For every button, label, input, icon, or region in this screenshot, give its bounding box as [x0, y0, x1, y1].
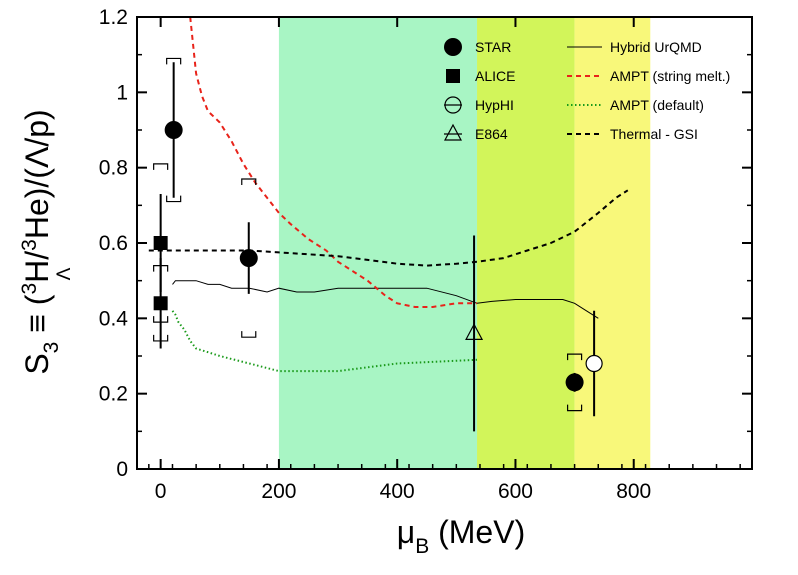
y-axis-title-lambda-sub: Λ — [54, 267, 75, 280]
point-e864-0 — [465, 235, 484, 432]
curve-ampt-default — [171, 310, 478, 373]
point-star-2 — [565, 353, 584, 412]
marker — [164, 121, 183, 139]
legend-label: ALICE — [475, 68, 515, 84]
sys-bracket-top — [166, 57, 182, 65]
marker — [153, 296, 168, 311]
marker — [239, 249, 258, 268]
y-axis-title-he-sup: 3 — [18, 239, 41, 251]
band-1 — [477, 17, 575, 469]
y-tick-label: 0.8 — [99, 157, 128, 180]
x-tick-label: 200 — [261, 480, 296, 503]
x-tick-label: 800 — [616, 480, 651, 503]
legend-item-alice: ALICE — [446, 68, 515, 84]
legend-item-ampt-string-melt: AMPT (string melt.) — [567, 68, 730, 84]
legend-item-hybrid-urqmd: Hybrid UrQMD — [567, 39, 702, 55]
y-axis-title-sup: 3 — [18, 283, 41, 295]
x-tick-label: 400 — [380, 480, 415, 503]
x-axis-title-sub: B — [415, 535, 429, 558]
y-tick-label: 0.4 — [99, 307, 129, 330]
legend-item-hyphi: HypHI — [444, 96, 514, 114]
band-0 — [278, 17, 478, 469]
legend: STAR ALICE HypHI E864 Hybrid UrQMD AMPT (stri… — [444, 38, 730, 142]
y-axis-title: S3 ≡ (3H/3He)/(Λ/p) Λ — [18, 109, 75, 374]
curve-hybrid-urqmd — [172, 280, 599, 319]
point-star-0 — [164, 57, 183, 203]
marker — [585, 354, 603, 373]
legend-item-ampt-default: AMPT (default) — [567, 97, 704, 113]
sys-bracket-bottom — [166, 195, 182, 203]
legend-label: AMPT (default) — [610, 97, 704, 113]
y-tick-label: 0 — [116, 458, 128, 481]
y-tick-label: 1 — [116, 81, 128, 104]
x-tick-label: 600 — [498, 480, 533, 503]
marker — [465, 323, 484, 340]
sys-bracket-top — [241, 178, 257, 185]
x-axis-title: μB (MeV) — [397, 514, 525, 558]
sys-bracket-bottom — [241, 331, 257, 338]
x-tick-label: 0 — [155, 480, 167, 503]
curve-ampt-string-melt — [189, 16, 477, 308]
legend-label: HypHI — [475, 97, 514, 113]
y-axis-title-prefix: S — [19, 353, 55, 374]
legend-marker — [444, 38, 462, 56]
curve-thermal-gsi — [148, 189, 629, 267]
legend-marker — [446, 69, 460, 83]
y-axis-title-eq: ≡ ( — [19, 294, 55, 341]
ticks-layer: 0 200 400 600 800 0 0.2 0.4 0.6 0.8 1 1.2 — [99, 6, 752, 503]
y-tick-label: 0.2 — [99, 383, 128, 406]
x-axis-title-main: μ — [397, 514, 415, 550]
legend-item-star: STAR — [444, 38, 511, 56]
legend-marker — [444, 123, 462, 141]
bands-layer — [278, 17, 651, 469]
legend-label: Hybrid UrQMD — [610, 39, 702, 55]
point-hyphi-0 — [585, 310, 603, 417]
point-alice-1 — [153, 258, 169, 349]
marker — [565, 373, 584, 392]
point-star-1 — [239, 178, 258, 338]
svg-text:S3 ≡ (3H/3He)/(Λ/p): S3 ≡ (3H/3He)/(Λ/p) — [18, 109, 63, 374]
x-axis-title-tail: (MeV) — [429, 514, 525, 550]
y-axis-title-h: H/ — [19, 251, 55, 283]
legend-label: STAR — [475, 39, 511, 55]
legend-label: Thermal - GSI — [610, 126, 698, 142]
sys-bracket-bottom — [566, 404, 583, 412]
legend-label: E864 — [475, 126, 508, 142]
sys-bracket-top — [566, 353, 583, 361]
curves-layer — [148, 16, 629, 373]
y-axis-title-tail: He)/(Λ/p) — [19, 109, 55, 239]
y-tick-label: 1.2 — [99, 6, 128, 29]
y-tick-label: 0.6 — [99, 232, 128, 255]
legend-label: AMPT (string melt.) — [610, 68, 730, 84]
legend-item-e864: E864 — [444, 123, 508, 142]
points-layer — [153, 57, 603, 432]
y-axis-title-prefix-sub: 3 — [40, 342, 63, 354]
band-2 — [574, 17, 651, 469]
sys-bracket-top — [153, 163, 169, 170]
legend-item-thermal-gsi: Thermal - GSI — [567, 126, 698, 142]
marker — [153, 236, 168, 250]
